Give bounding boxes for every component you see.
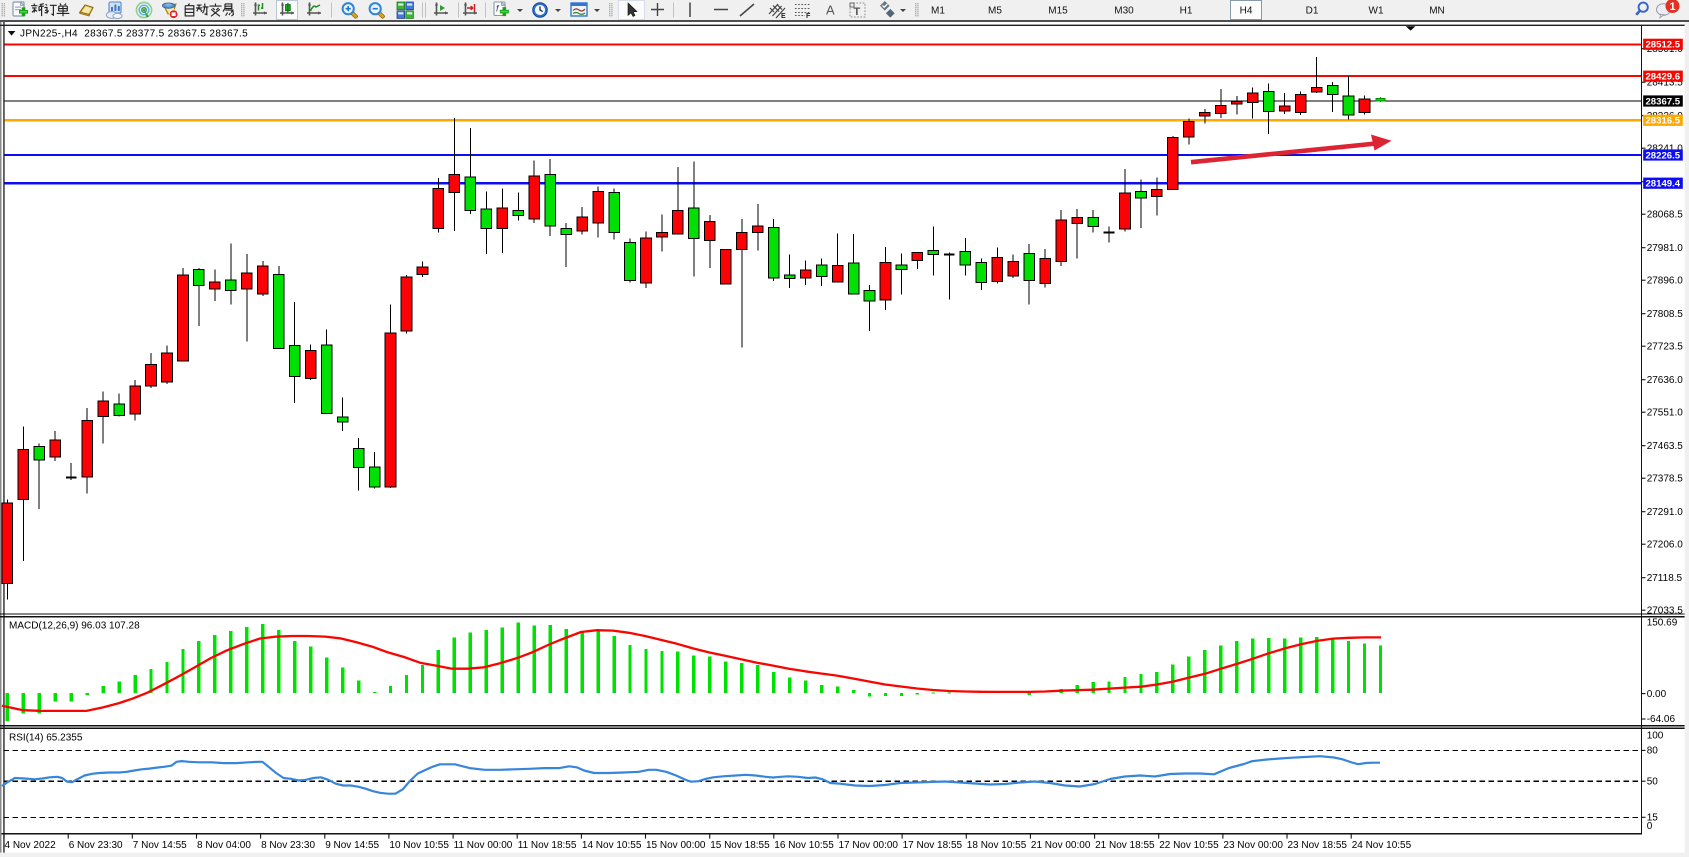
svg-text:H4: H4 (1240, 5, 1253, 16)
svg-text:28429.6: 28429.6 (1645, 72, 1680, 83)
svg-text:27981.0: 27981.0 (1647, 243, 1684, 254)
svg-text:27551.0: 27551.0 (1647, 407, 1684, 418)
svg-text:11 Nov 00:00: 11 Nov 00:00 (454, 840, 513, 851)
svg-text:15 Nov 00:00: 15 Nov 00:00 (646, 840, 706, 851)
svg-text:16 Nov 10:55: 16 Nov 10:55 (774, 840, 834, 851)
svg-text:10 Nov 10:55: 10 Nov 10:55 (389, 840, 449, 851)
svg-text:28413.5: 28413.5 (1647, 77, 1684, 88)
svg-text:17 Nov 18:55: 17 Nov 18:55 (903, 840, 963, 851)
svg-text:17 Nov 00:00: 17 Nov 00:00 (839, 840, 899, 851)
svg-text:M15: M15 (1048, 5, 1068, 16)
svg-text:15: 15 (1647, 813, 1659, 824)
svg-text:27206.0: 27206.0 (1647, 539, 1684, 550)
svg-text:D1: D1 (1306, 5, 1319, 16)
svg-text:27723.5: 27723.5 (1647, 341, 1684, 352)
svg-text:80: 80 (1647, 746, 1659, 757)
svg-text:7 Nov 14:55: 7 Nov 14:55 (133, 840, 187, 851)
svg-text:8 Nov 23:30: 8 Nov 23:30 (261, 840, 315, 851)
svg-text:E: E (781, 13, 786, 20)
svg-text:28149.4: 28149.4 (1645, 179, 1680, 190)
svg-text:-64.06: -64.06 (1647, 714, 1676, 725)
svg-text:27808.5: 27808.5 (1647, 309, 1684, 320)
svg-text:27896.0: 27896.0 (1647, 275, 1684, 286)
svg-text:28367.5: 28367.5 (1645, 96, 1680, 107)
svg-text:M1: M1 (931, 5, 945, 16)
svg-text:18 Nov 10:55: 18 Nov 10:55 (967, 840, 1027, 851)
svg-text:A: A (826, 3, 835, 18)
svg-text:4 Nov 2022: 4 Nov 2022 (5, 840, 57, 851)
svg-text:9 Nov 14:55: 9 Nov 14:55 (325, 840, 379, 851)
svg-text:RSI(14) 65.2355: RSI(14) 65.2355 (9, 733, 83, 744)
svg-text:28316.5: 28316.5 (1645, 116, 1680, 127)
svg-text:22 Nov 10:55: 22 Nov 10:55 (1159, 840, 1219, 851)
svg-text:150.69: 150.69 (1647, 618, 1678, 629)
svg-text:15 Nov 18:55: 15 Nov 18:55 (710, 840, 770, 851)
svg-text:27378.5: 27378.5 (1647, 473, 1684, 484)
svg-text:0: 0 (1647, 821, 1653, 832)
svg-text:MN: MN (1429, 5, 1445, 16)
svg-text:F: F (806, 13, 811, 20)
svg-text:8 Nov 04:00: 8 Nov 04:00 (197, 840, 251, 851)
svg-text:27636.0: 27636.0 (1647, 375, 1684, 386)
svg-text:24 Nov 10:55: 24 Nov 10:55 (1352, 840, 1412, 851)
svg-text:23 Nov 18:55: 23 Nov 18:55 (1288, 840, 1348, 851)
svg-text:27118.5: 27118.5 (1647, 573, 1683, 584)
svg-text:H1: H1 (1180, 5, 1193, 16)
svg-text:T: T (854, 6, 861, 18)
svg-text:28226.5: 28226.5 (1645, 150, 1680, 161)
svg-text:0.00: 0.00 (1647, 689, 1667, 700)
svg-text:MACD(12,26,9) 96.03 107.28: MACD(12,26,9) 96.03 107.28 (9, 620, 140, 631)
svg-text:M30: M30 (1114, 5, 1134, 16)
svg-text:M5: M5 (988, 5, 1002, 16)
svg-text:JPN225-,H4 28367.5 28377.5 28: JPN225-,H4 28367.5 28377.5 28367.5 28367… (20, 28, 248, 39)
svg-text:21 Nov 00:00: 21 Nov 00:00 (1031, 840, 1091, 851)
svg-text:W1: W1 (1369, 5, 1384, 16)
svg-text:21 Nov 18:55: 21 Nov 18:55 (1095, 840, 1155, 851)
svg-text:23 Nov 00:00: 23 Nov 00:00 (1223, 840, 1283, 851)
svg-text:14 Nov 10:55: 14 Nov 10:55 (582, 840, 642, 851)
svg-text:28068.5: 28068.5 (1647, 209, 1684, 220)
svg-text:28241.0: 28241.0 (1647, 143, 1684, 154)
svg-text:27033.5: 27033.5 (1647, 605, 1684, 616)
svg-text:1: 1 (1669, 1, 1675, 13)
svg-text:27463.5: 27463.5 (1647, 441, 1684, 452)
svg-text:11 Nov 18:55: 11 Nov 18:55 (518, 840, 577, 851)
svg-text:6 Nov 23:30: 6 Nov 23:30 (69, 840, 123, 851)
svg-text:f: f (496, 4, 500, 14)
svg-text:100: 100 (1647, 731, 1664, 742)
svg-text:27291.0: 27291.0 (1647, 507, 1684, 518)
svg-text:28512.5: 28512.5 (1645, 40, 1680, 51)
svg-text:50: 50 (1647, 776, 1659, 787)
